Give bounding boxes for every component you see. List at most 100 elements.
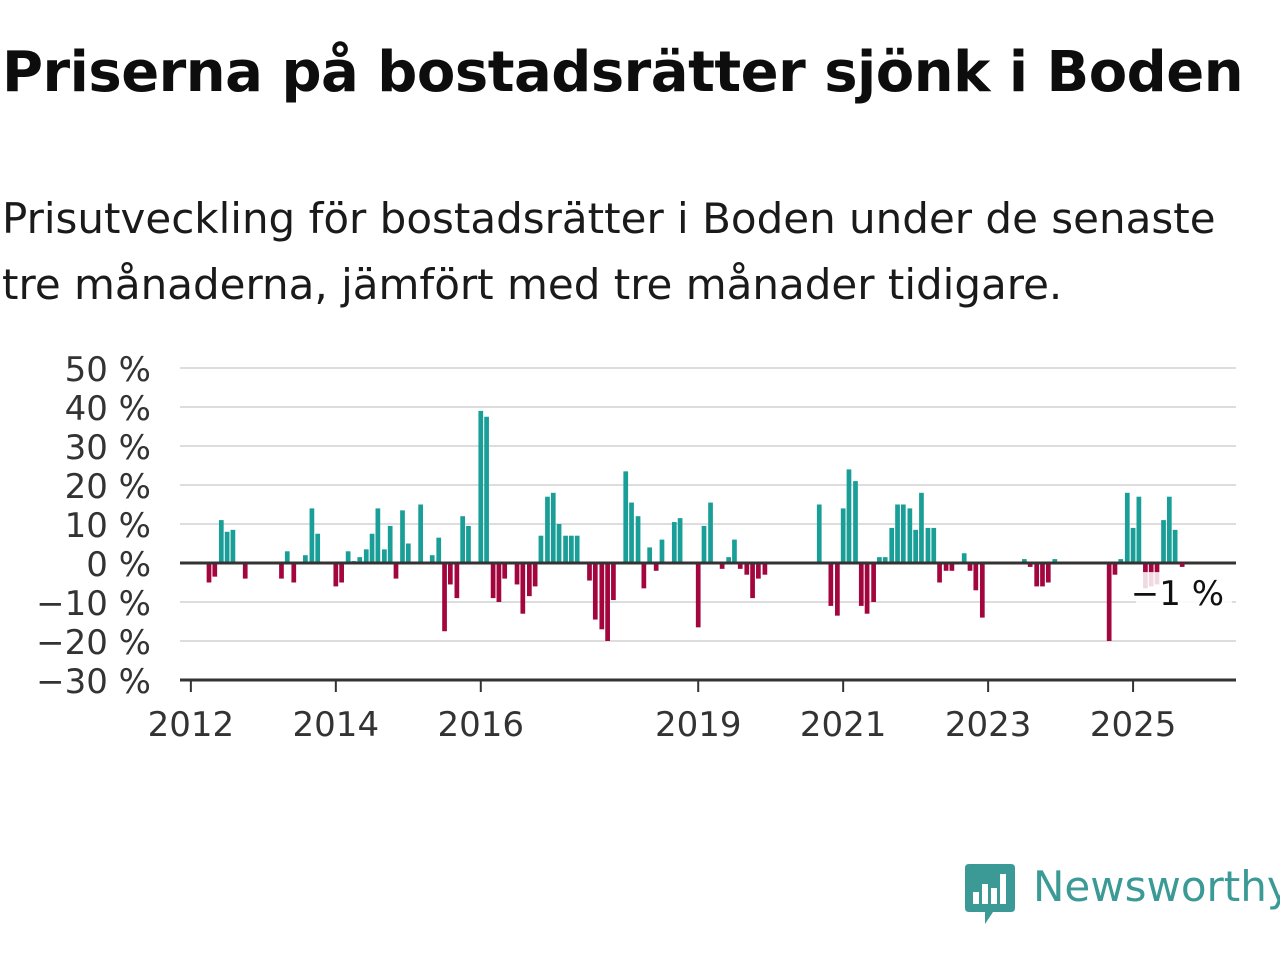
bar: [877, 557, 882, 563]
bar: [973, 563, 979, 591]
brand-name: Newsworthy: [1033, 862, 1280, 911]
bar: [339, 563, 344, 583]
x-tick-label: 2019: [655, 705, 742, 745]
bar: [369, 533, 375, 563]
bar: [882, 557, 888, 563]
bar: [1027, 563, 1033, 567]
bar: [1045, 563, 1051, 583]
y-tick-label: 0 %: [86, 545, 151, 585]
bar: [635, 516, 641, 563]
bar: [1161, 520, 1166, 563]
bar: [1040, 563, 1045, 587]
bar: [1022, 559, 1027, 563]
bar: [393, 563, 399, 579]
bar: [574, 535, 580, 563]
x-tick-label: 2021: [800, 705, 887, 745]
y-tick-label: −10 %: [36, 584, 151, 624]
bar: [284, 551, 290, 563]
bar: [405, 543, 411, 563]
bar: [400, 510, 405, 563]
bar: [526, 563, 532, 597]
bar: [502, 563, 508, 579]
grid-lines: [180, 367, 1236, 642]
bar: [828, 563, 834, 606]
y-tick-label: −20 %: [36, 623, 151, 663]
bar: [653, 563, 659, 571]
bar: [695, 563, 701, 628]
bars: [206, 410, 1178, 641]
bar: [447, 563, 453, 585]
bar: [840, 508, 846, 563]
bar: [919, 492, 924, 563]
bar: [212, 563, 218, 577]
bar: [931, 527, 937, 563]
bar: [490, 563, 496, 599]
bar: [671, 522, 677, 563]
bar: [756, 563, 761, 579]
newsworthy-brand: Newsworthy: [965, 862, 1280, 928]
bar: [726, 557, 732, 563]
y-tick-label: 50 %: [65, 350, 151, 390]
bar: [647, 547, 653, 563]
last-value-annotation: −1 %: [1131, 574, 1224, 614]
x-axis-ticks: 2012 2014 2016 2019 2021 2023 2025: [148, 680, 1176, 745]
bar: [1166, 496, 1172, 563]
bar: [333, 563, 339, 587]
bar: [871, 563, 876, 602]
bar: [1130, 527, 1136, 563]
bar: [345, 551, 351, 563]
bar: [1136, 496, 1142, 563]
bar: [460, 516, 466, 563]
bar: [224, 531, 230, 563]
chart-subtitle: Prisutveckling för bostadsrätter i Boden…: [2, 194, 1216, 309]
y-tick-label: 40 %: [65, 389, 151, 429]
bar: [556, 524, 562, 563]
bar: [218, 520, 224, 563]
bar: [641, 563, 647, 589]
y-tick-label: 30 %: [65, 428, 151, 468]
axes: [180, 561, 1236, 682]
annotation-background: [1136, 572, 1232, 613]
bar: [853, 481, 858, 563]
bar: [309, 508, 315, 563]
bar: [375, 508, 381, 563]
x-tick-label: 2016: [438, 705, 525, 745]
bar: [889, 527, 895, 563]
bar: [599, 563, 605, 630]
bar: [592, 563, 598, 620]
y-axis-ticks: 50 %40 %30 %20 %10 %0 %−10 %−20 %−30 %: [36, 350, 151, 702]
bar: [907, 508, 913, 563]
bar: [1112, 563, 1118, 575]
bar: [1172, 529, 1178, 563]
bar: [563, 535, 568, 563]
bar: [864, 563, 870, 614]
bar: [816, 504, 822, 563]
bar: [436, 537, 442, 563]
bar: [846, 469, 852, 563]
bar: [623, 471, 629, 563]
bar: [387, 525, 393, 563]
bar: [442, 563, 447, 632]
bar: [569, 535, 574, 563]
chart-title: Priserna på bostadsrätter sjönk i Boden: [2, 40, 1244, 105]
latest-bar: [1179, 563, 1185, 567]
bar: [677, 518, 683, 563]
bar: [230, 529, 236, 563]
bar: [454, 563, 460, 599]
bar: [611, 563, 616, 601]
bar: [835, 563, 840, 616]
bar: [744, 563, 750, 575]
bar: [762, 563, 768, 575]
y-tick-label: 20 %: [65, 467, 151, 507]
bar: [1052, 559, 1058, 563]
bar: [382, 549, 387, 563]
bar: [303, 555, 308, 563]
bar: [659, 539, 665, 563]
bar: [732, 539, 737, 563]
bar: [206, 563, 212, 583]
bar: [363, 549, 369, 563]
bar: [496, 563, 502, 602]
bar: [514, 563, 520, 585]
x-tick-label: 2023: [945, 705, 1032, 745]
